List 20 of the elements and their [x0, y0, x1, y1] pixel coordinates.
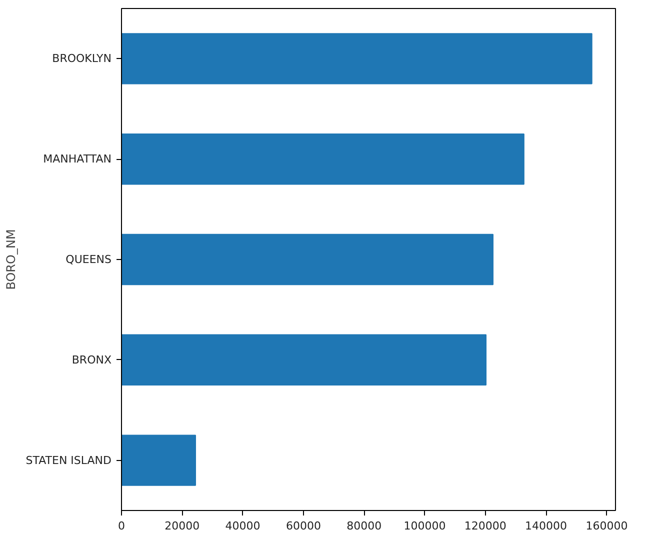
x-tick-label: 60000	[286, 520, 321, 532]
bar	[122, 134, 524, 185]
bar	[122, 334, 487, 386]
x-tick-label: 120000	[464, 520, 506, 532]
x-tick-label: 80000	[346, 520, 382, 532]
y-tick-label: MANHATTAN	[43, 152, 112, 166]
x-tick-label: 40000	[225, 520, 260, 532]
x-tick-label: 140000	[525, 520, 568, 532]
y-tick-label: QUEENS	[66, 253, 112, 266]
y-tick-label: STATEN ISLAND	[26, 454, 112, 467]
bar	[122, 434, 196, 486]
x-tick-label: 0	[118, 520, 125, 532]
bar	[122, 234, 494, 286]
x-tick-label: 100000	[404, 520, 446, 532]
y-tick-label: BRONX	[72, 353, 112, 366]
x-tick-label: 20000	[164, 520, 200, 532]
y-tick-label: BROOKLYN	[52, 52, 112, 66]
bar	[122, 33, 592, 84]
y-axis-title: BORO_NM	[4, 229, 18, 290]
x-tick-label: 160000	[586, 520, 628, 532]
